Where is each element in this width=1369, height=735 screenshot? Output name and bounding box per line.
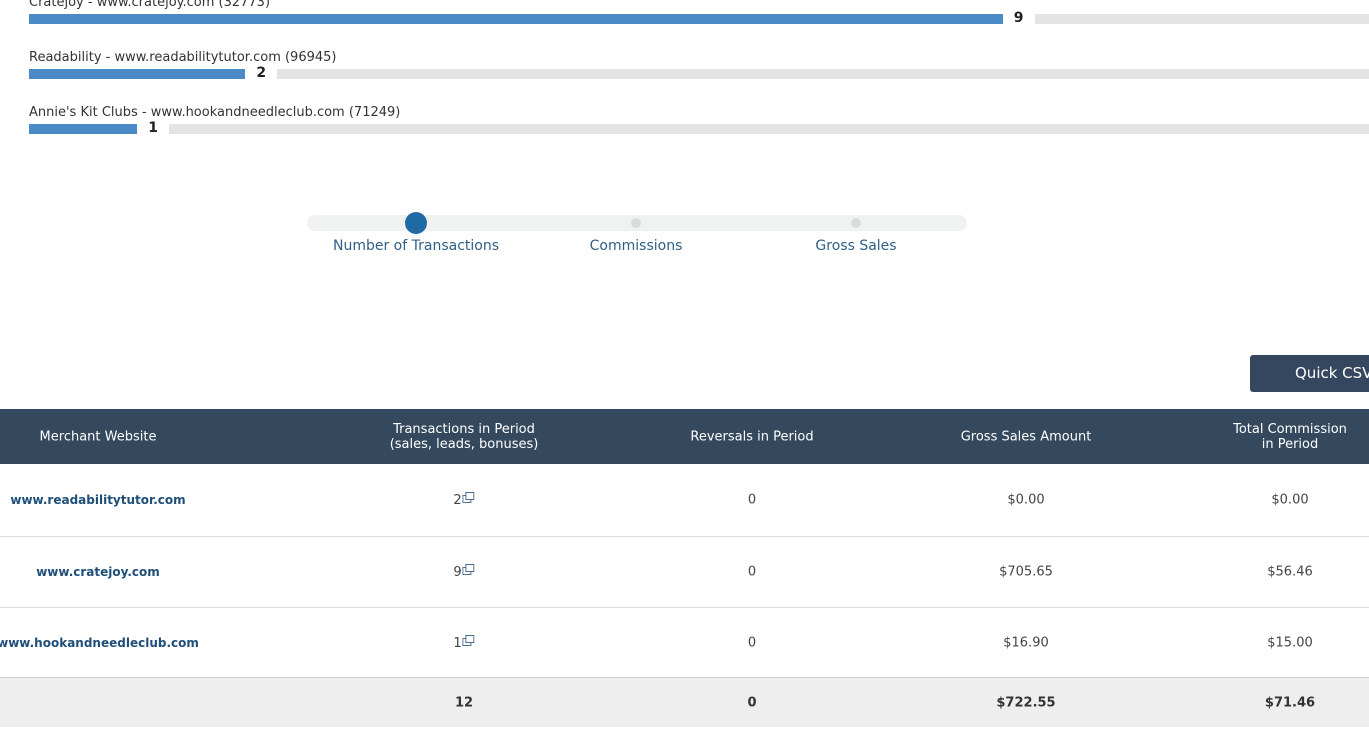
bar (29, 14, 1003, 24)
cell: 0 (747, 492, 757, 508)
cell: $0.00 (1007, 492, 1045, 508)
total-cell: $71.46 (1264, 695, 1316, 711)
header-line: Total Commission (1233, 422, 1347, 437)
merchant-link[interactable]: www.hookandneedleclub.com (0, 636, 199, 650)
total-cell: 12 (454, 695, 474, 711)
bar-value: 9 (1013, 10, 1024, 26)
cell: $15.00 (1267, 635, 1313, 651)
cell: $16.90 (1003, 635, 1049, 651)
cell: 2 (453, 492, 475, 508)
cell: $705.65 (999, 564, 1053, 579)
cell: $56.46 (1267, 564, 1313, 579)
cell: 0 (747, 635, 757, 651)
column-header: Merchant Website (40, 430, 157, 445)
bar-label: Annie's Kit Clubs - www.hookandneedleclu… (29, 105, 401, 120)
header-line: Merchant Website (39, 429, 157, 445)
totals-row (0, 678, 1369, 727)
tab-dot (851, 218, 861, 228)
merchant-link[interactable]: www.cratejoy.com (36, 564, 160, 579)
bar-label: Readability - www.readabilitytutor.com (… (29, 50, 337, 65)
bar-value: 1 (148, 120, 158, 136)
quick-csv-button[interactable]: Quick CSV (1250, 355, 1369, 392)
open-icon[interactable] (462, 563, 475, 575)
row-divider (0, 607, 1369, 608)
column-header: Reversals in Period (690, 430, 813, 445)
cell: $0.00 (1271, 492, 1309, 508)
tab-label[interactable]: Gross Sales (815, 238, 897, 254)
column-header: Transactions in Period (sales, leads, bon… (390, 422, 539, 452)
header-line: (sales, leads, bonuses) (389, 437, 539, 452)
header-line: Gross Sales Amount (960, 429, 1092, 445)
bar (29, 124, 138, 134)
total-cell: $722.55 (996, 695, 1056, 711)
row-divider (0, 535, 1369, 537)
column-header: Gross Sales Amount (961, 430, 1092, 445)
tab-label[interactable]: Number of Transactions (332, 238, 500, 254)
merchant-link[interactable]: www.readabilitytutor.com (10, 493, 186, 507)
cell: 0 (747, 564, 757, 579)
header-line: Transactions in Period (393, 422, 535, 437)
open-icon[interactable] (462, 492, 475, 503)
bar-track (277, 69, 1369, 79)
header-line: Reversals in Period (690, 429, 814, 445)
bar-label: Cratejoy - www.cratejoy.com (32773) (29, 0, 271, 10)
bar-track (1034, 14, 1369, 24)
cell: 1 (453, 635, 475, 651)
row-divider (0, 677, 1369, 678)
total-cell: 0 (747, 695, 757, 711)
bar-value: 2 (256, 65, 267, 81)
tab-dot (631, 218, 641, 228)
bar (29, 69, 246, 79)
bar-track (169, 124, 1369, 134)
column-header: Total Commission in Period (1233, 422, 1347, 452)
tab-label[interactable]: Commissions (589, 238, 683, 254)
cell: 9 (453, 563, 475, 580)
header-line: in Period (1261, 437, 1319, 452)
open-icon[interactable] (462, 635, 475, 646)
tab-dot (405, 212, 427, 234)
table-header (0, 409, 1369, 464)
